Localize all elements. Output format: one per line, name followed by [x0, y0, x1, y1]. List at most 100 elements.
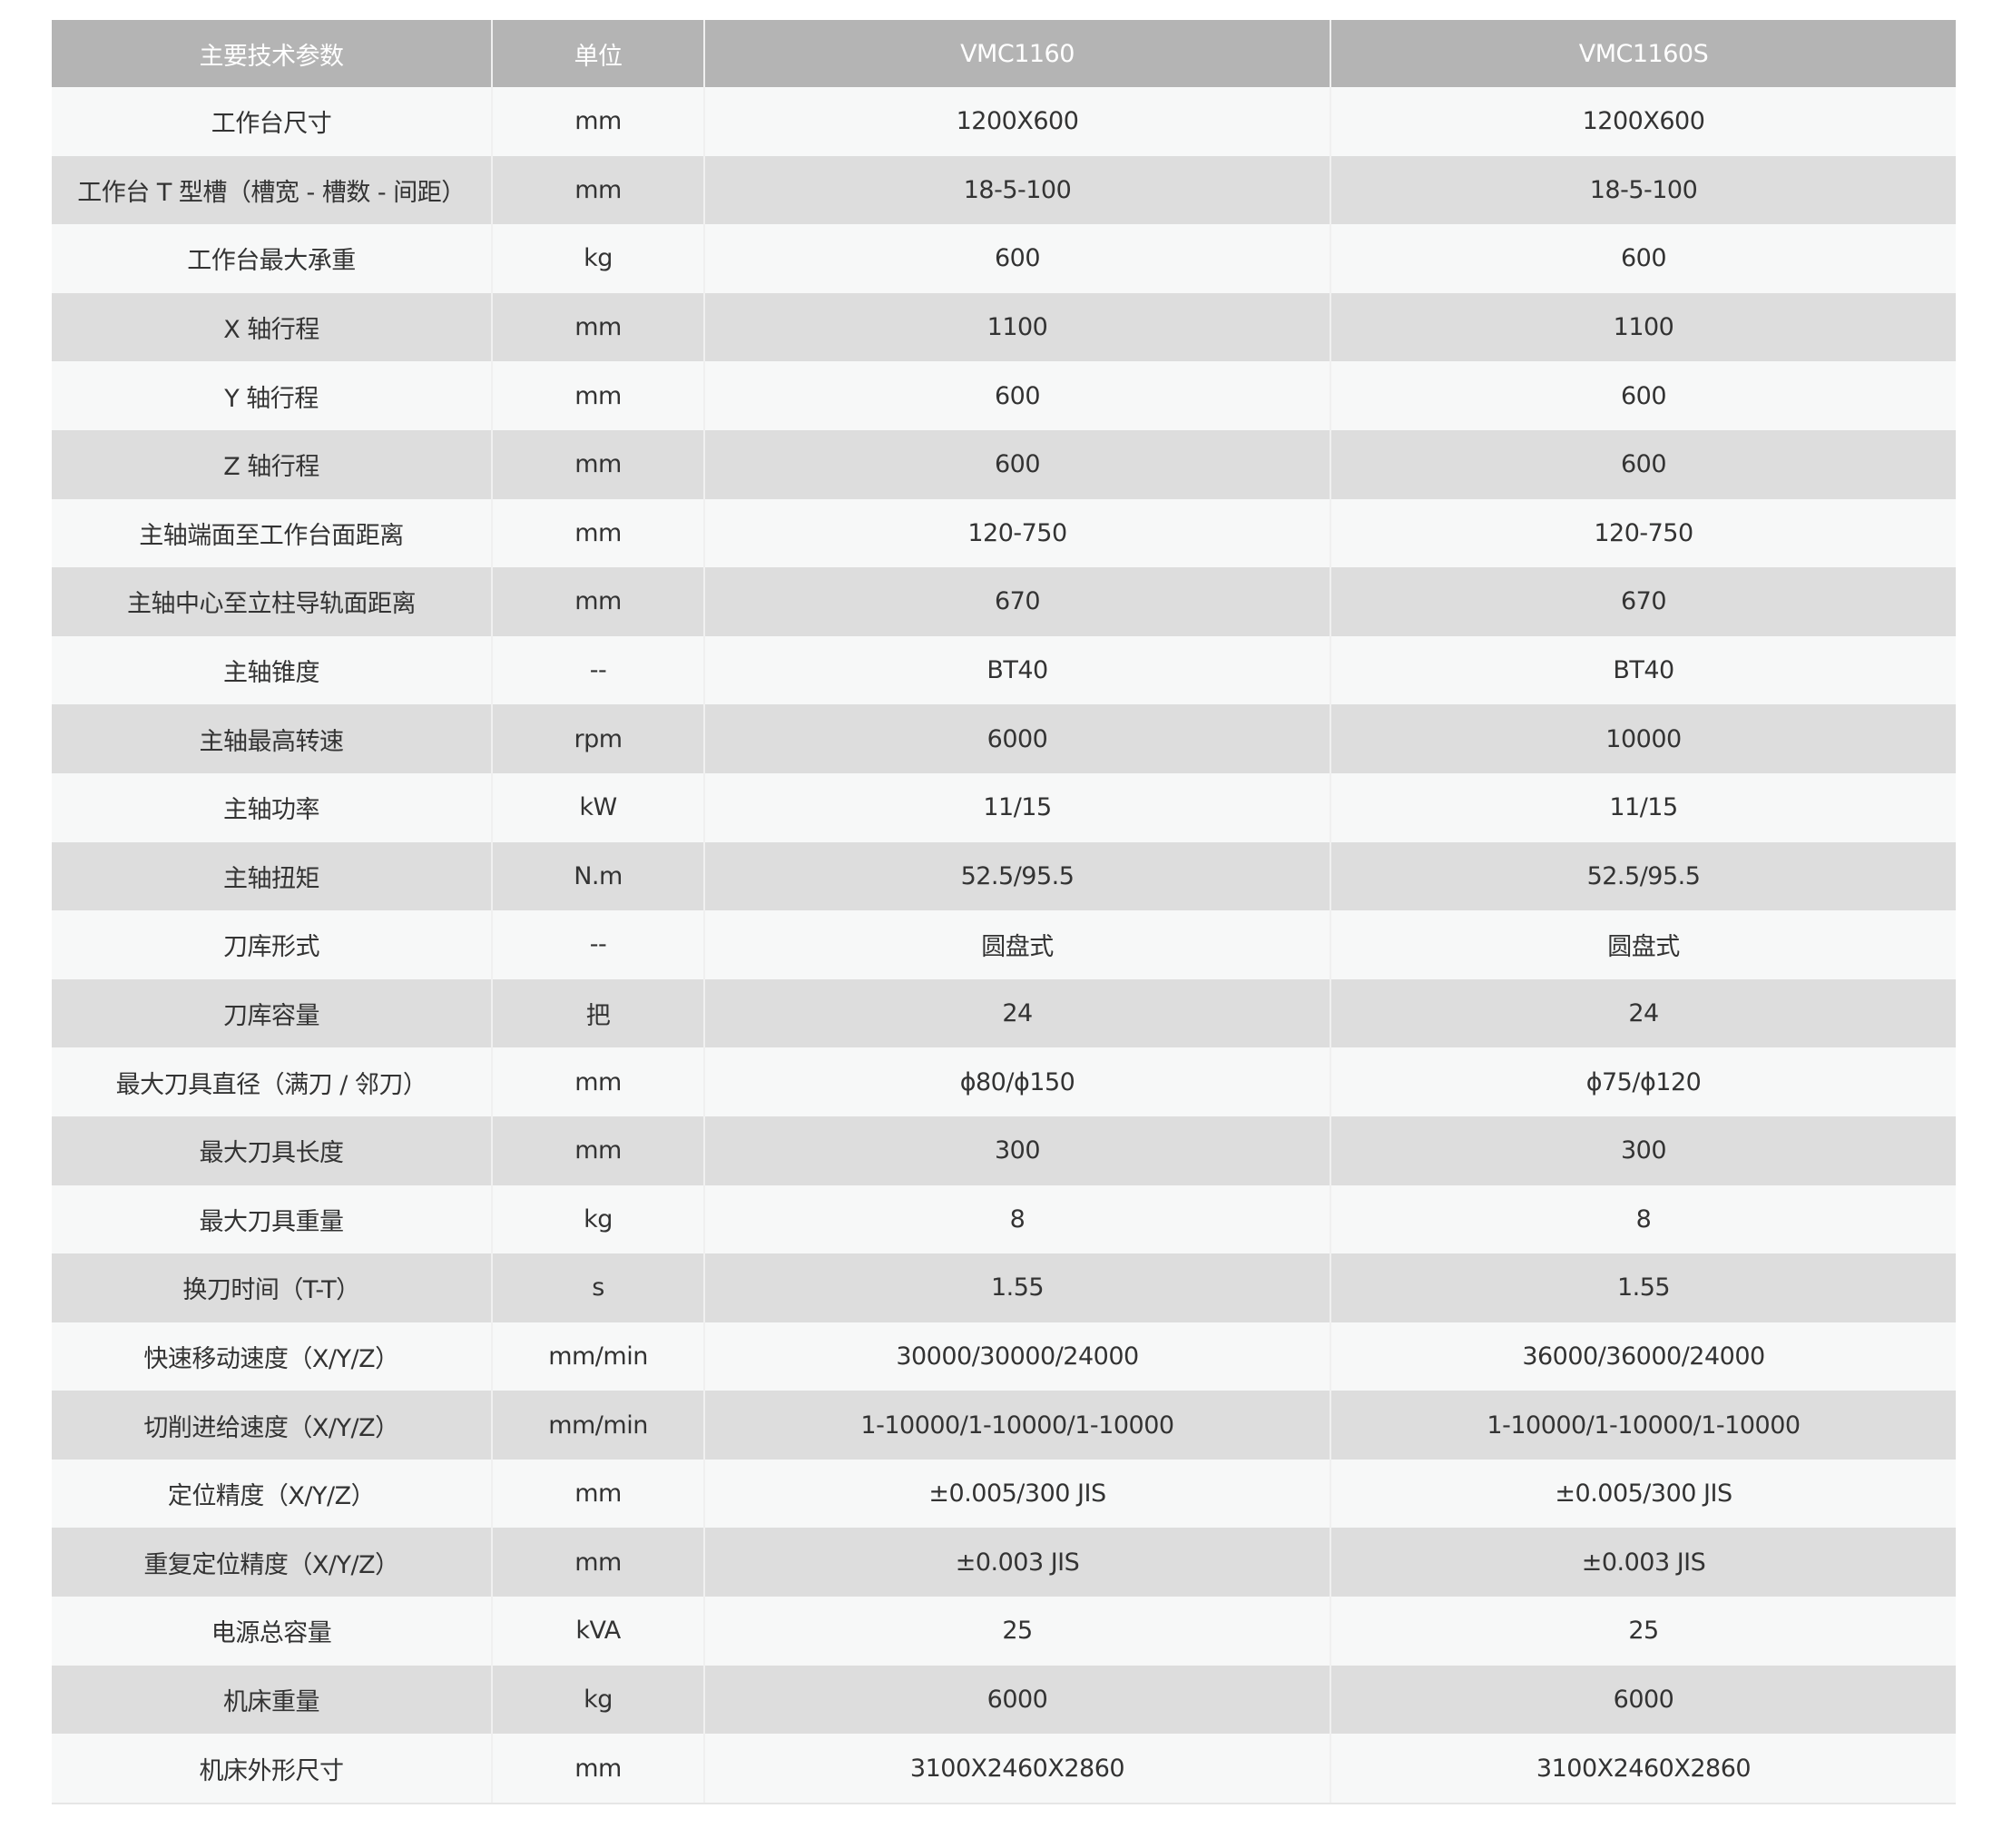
cell-param: 电源总容量: [52, 1597, 492, 1666]
table-row: 快速移动速度（X/Y/Z） mm/min 30000/30000/24000 3600…: [52, 1322, 1956, 1391]
cell-vmc1160s: ϕ75/ϕ120: [1330, 1047, 1956, 1116]
cell-param: 主轴中心至立柱导轨面距离: [52, 567, 492, 636]
cell-param: 主轴锥度: [52, 635, 492, 705]
cell-param: 主轴最高转速: [52, 704, 492, 773]
cell-vmc1160s: 10000: [1330, 704, 1956, 773]
cell-param: 主轴功率: [52, 772, 492, 842]
cell-param: 机床外形尺寸: [52, 1734, 492, 1804]
cell-vmc1160: 1.55: [703, 1253, 1330, 1322]
cell-vmc1160: 600: [703, 361, 1330, 430]
cell-unit: --: [491, 635, 704, 705]
cell-vmc1160: 3100X2460X2860: [703, 1734, 1330, 1804]
cell-param: Y 轴行程: [52, 361, 492, 430]
cell-unit: kW: [491, 772, 704, 842]
table-row: 主轴端面至工作台面距离 mm 120-750 120-750: [52, 498, 1956, 568]
cell-vmc1160: 52.5/95.5: [703, 841, 1330, 911]
cell-vmc1160s: 300: [1330, 1116, 1956, 1185]
cell-vmc1160: 6000: [703, 704, 1330, 773]
table-row: 刀库容量把 24 24: [52, 978, 1956, 1048]
cell-vmc1160: 1100: [703, 292, 1330, 362]
cell-unit: kg: [491, 1184, 704, 1254]
cell-unit: mm: [491, 1734, 704, 1804]
cell-vmc1160: 1200X600: [703, 87, 1330, 156]
column-header-param: 主要技术参数: [52, 20, 492, 87]
cell-vmc1160s: 600: [1330, 429, 1956, 499]
cell-vmc1160: 1-10000/1-10000/1-10000: [703, 1391, 1330, 1460]
cell-unit: mm: [491, 1528, 704, 1597]
table-row: 主轴功率 kW 11/15 11/15: [52, 772, 1956, 842]
table-row: 主轴扭矩 N.m 52.5/95.5 52.5/95.5: [52, 841, 1956, 911]
cell-param: 定位精度（X/Y/Z）: [52, 1459, 492, 1529]
table-row: 刀库形式 -- 圆盘式 圆盘式: [52, 910, 1956, 979]
cell-vmc1160s: 1.55: [1330, 1253, 1956, 1322]
cell-vmc1160: 300: [703, 1116, 1330, 1185]
cell-unit: mm: [491, 292, 704, 362]
cell-param: Z 轴行程: [52, 429, 492, 499]
cell-vmc1160s: 8: [1330, 1184, 1956, 1254]
table-row: Y 轴行程 mm 600 600: [52, 361, 1956, 430]
cell-vmc1160: 18-5-100: [703, 155, 1330, 225]
cell-vmc1160s: 圆盘式: [1330, 910, 1956, 979]
cell-param: 机床重量: [52, 1665, 492, 1735]
cell-unit: mm: [491, 1047, 704, 1116]
cell-vmc1160: BT40: [703, 635, 1330, 705]
cell-vmc1160: 圆盘式: [703, 910, 1330, 979]
cell-param: 主轴端面至工作台面距离: [52, 498, 492, 568]
cell-unit: N.m: [491, 841, 704, 911]
cell-unit: rpm: [491, 704, 704, 773]
cell-unit: 把: [491, 978, 704, 1048]
cell-vmc1160: 600: [703, 429, 1330, 499]
cell-param: 刀库形式: [52, 910, 492, 979]
cell-vmc1160: 670: [703, 567, 1330, 636]
cell-param: 切削进给速度（X/Y/Z）: [52, 1391, 492, 1460]
table-row: 最大刀具重量 kg 8 8: [52, 1184, 1956, 1254]
cell-unit: mm: [491, 361, 704, 430]
table-row: 工作台尺寸 mm 1200X600 1200X600: [52, 87, 1956, 156]
table-row: 机床外形尺寸 mm 3100X2460X2860 3100X2460X2860: [52, 1734, 1956, 1804]
table-row: 主轴最高转速 rpm 6000 10000: [52, 704, 1956, 773]
table-row: 电源总容量 kVA 25 25: [52, 1597, 1956, 1666]
cell-vmc1160: 30000/30000/24000: [703, 1322, 1330, 1391]
cell-unit: mm: [491, 429, 704, 499]
cell-vmc1160s: 52.5/95.5: [1330, 841, 1956, 911]
cell-unit: --: [491, 910, 704, 979]
cell-param: 主轴扭矩: [52, 841, 492, 911]
cell-vmc1160: 8: [703, 1184, 1330, 1254]
table-row: 最大刀具长度 mm 300 300: [52, 1116, 1956, 1185]
cell-param: 工作台 T 型槽（槽宽 - 槽数 - 间距）: [52, 155, 492, 225]
cell-unit: mm/min: [491, 1391, 704, 1460]
cell-param: 最大刀具重量: [52, 1184, 492, 1254]
column-header-unit: 单位: [491, 20, 704, 87]
cell-vmc1160s: 36000/36000/24000: [1330, 1322, 1956, 1391]
cell-vmc1160: ±0.005/300 JIS: [703, 1459, 1330, 1529]
cell-vmc1160s: 25: [1330, 1597, 1956, 1666]
cell-unit: mm: [491, 567, 704, 636]
cell-unit: mm: [491, 498, 704, 568]
cell-unit: s: [491, 1253, 704, 1322]
spec-table: 主要技术参数 单位 VMC1160 VMC1160S 工作台尺寸 mm 1200X600 1…: [52, 20, 1956, 1804]
cell-param: X 轴行程: [52, 292, 492, 362]
table-row: 定位精度（X/Y/Z） mm ±0.005/300 JIS ±0.005/300 JI…: [52, 1459, 1956, 1529]
cell-unit: mm: [491, 155, 704, 225]
cell-vmc1160s: 24: [1330, 978, 1956, 1048]
cell-unit: mm: [491, 87, 704, 156]
cell-unit: mm: [491, 1459, 704, 1529]
cell-vmc1160s: 600: [1330, 361, 1956, 430]
cell-param: 工作台尺寸: [52, 87, 492, 156]
cell-vmc1160: ϕ80/ϕ150: [703, 1047, 1330, 1116]
cell-vmc1160: 600: [703, 224, 1330, 293]
cell-unit: kg: [491, 224, 704, 293]
table-header-row: 主要技术参数 单位 VMC1160 VMC1160S: [52, 20, 1956, 87]
cell-param: 换刀时间（T-T）: [52, 1253, 492, 1322]
cell-vmc1160s: 1200X600: [1330, 87, 1956, 156]
cell-vmc1160s: 1-10000/1-10000/1-10000: [1330, 1391, 1956, 1460]
cell-vmc1160: 120-750: [703, 498, 1330, 568]
cell-unit: mm/min: [491, 1322, 704, 1391]
cell-unit: kVA: [491, 1597, 704, 1666]
cell-vmc1160s: ±0.003 JIS: [1330, 1528, 1956, 1597]
cell-param: 工作台最大承重: [52, 224, 492, 293]
table-row: 重复定位精度（X/Y/Z） mm ±0.003 JIS ±0.003 JIS: [52, 1528, 1956, 1597]
cell-param: 重复定位精度（X/Y/Z）: [52, 1528, 492, 1597]
cell-vmc1160s: 3100X2460X2860: [1330, 1734, 1956, 1804]
column-header-vmc1160: VMC1160: [703, 20, 1330, 87]
